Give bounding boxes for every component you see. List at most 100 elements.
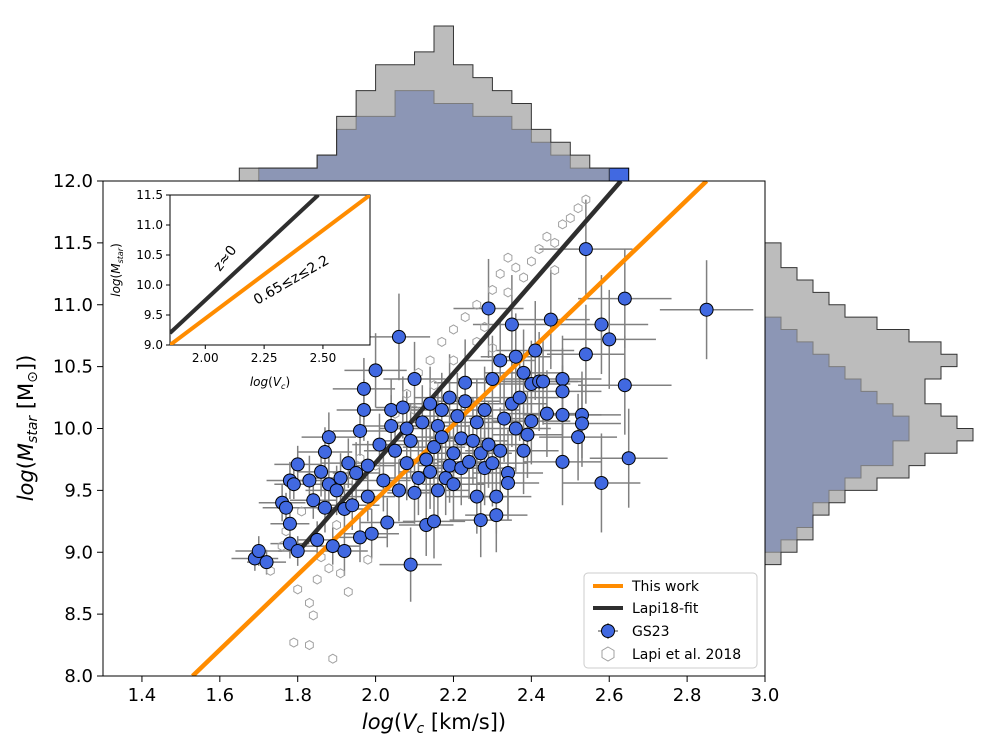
gs23-point xyxy=(360,458,375,473)
y-axis-label: log(Mstar [M⊙]) xyxy=(14,355,41,502)
gs23-point xyxy=(555,372,570,386)
gs23-point xyxy=(317,445,332,460)
x-axis-ticks: 1.4 1.6 1.8 2.0 2.2 2.4 2.6 2.8 3.0 xyxy=(128,676,779,706)
gs23-point xyxy=(516,443,531,458)
gs23-point xyxy=(485,372,500,386)
gs23-point xyxy=(516,365,531,380)
top-histogram xyxy=(180,25,707,182)
gs23-point xyxy=(395,400,410,415)
gs23-point xyxy=(497,411,512,426)
gs23-point xyxy=(356,381,371,396)
gs23-point xyxy=(465,433,480,448)
lapi2018-point xyxy=(503,287,513,298)
lapi2018-point xyxy=(527,256,536,267)
gs23-point xyxy=(485,456,500,471)
inset-line-z0 xyxy=(170,195,320,335)
gs23-point xyxy=(376,473,391,488)
gs23-point xyxy=(500,475,515,490)
gs23-point xyxy=(415,415,430,430)
inset-x-tick-label: 2.00 xyxy=(192,351,219,365)
lapi2018-point xyxy=(511,262,521,273)
inset-x-tick-label: 2.50 xyxy=(310,351,337,365)
gs23-point xyxy=(473,513,488,528)
lapi2018-point xyxy=(550,265,560,276)
x-tick-label: 1.4 xyxy=(128,685,157,706)
gs23-point xyxy=(571,430,586,445)
lapi2018-point xyxy=(550,237,560,248)
gs23-point xyxy=(407,372,422,386)
gs23-point xyxy=(372,437,387,452)
gs23-point xyxy=(434,430,449,445)
lapi2018-point xyxy=(336,568,345,579)
lapi2018-point xyxy=(534,244,544,255)
inset-y-tick-label: 10.5 xyxy=(136,248,163,262)
gs23-point xyxy=(594,317,609,332)
gs23-point xyxy=(353,423,368,438)
gs23-points xyxy=(247,242,714,572)
lapi2018-point xyxy=(425,355,435,366)
lapi2018-point xyxy=(460,312,470,323)
gs23-point xyxy=(528,343,543,358)
gs23-point xyxy=(489,489,504,504)
x-tick-label: 1.8 xyxy=(283,685,312,706)
gs23-point xyxy=(314,464,329,479)
gs23-point xyxy=(493,443,508,458)
gs23-point xyxy=(442,458,457,473)
gs23-point xyxy=(458,375,473,390)
lapi2018-point xyxy=(488,284,497,295)
gs23-point xyxy=(329,483,344,498)
lapi2018-point xyxy=(343,586,353,597)
lapi2018-point xyxy=(328,653,338,664)
lapi2018-point xyxy=(565,213,575,224)
gs23-point xyxy=(317,500,332,515)
gs23-point xyxy=(380,515,395,530)
legend-lapi2018: Lapi et al. 2018 xyxy=(632,647,741,663)
this-work-line xyxy=(191,181,709,676)
lapi2018-point xyxy=(480,321,489,333)
inset-plot: 2.00 2.25 2.509.09.510.010.511.011.5 z≈0 0… xyxy=(109,188,371,391)
x-tick-label: 2.0 xyxy=(361,685,390,706)
gs23-point xyxy=(360,489,375,504)
gs23-point xyxy=(454,431,469,446)
gs23-point xyxy=(578,242,593,257)
gs23-point xyxy=(594,475,609,490)
gs23-point xyxy=(427,514,441,529)
lapi2018-point xyxy=(503,252,513,263)
lapi2018-point xyxy=(305,640,314,651)
gs23-point xyxy=(302,473,317,488)
gs23-point xyxy=(469,415,484,430)
gs23-point xyxy=(419,452,434,467)
gs23-point xyxy=(290,457,305,472)
lapi2018-point xyxy=(495,268,505,279)
lapi2018-point xyxy=(289,637,299,648)
gs23-point xyxy=(481,437,496,452)
top-hist-lapi xyxy=(180,25,707,182)
gs23-point xyxy=(508,421,523,436)
y-tick-label: 10.5 xyxy=(53,357,93,378)
gs23-point xyxy=(384,402,399,417)
fit-lines xyxy=(191,181,709,676)
lapi2018-point xyxy=(519,272,528,283)
gs23-point xyxy=(481,301,496,316)
gs23-point xyxy=(391,329,406,344)
gs23-point xyxy=(602,332,617,347)
inset-y-tick-label: 9.5 xyxy=(144,308,163,322)
lapi2018-point xyxy=(573,203,583,214)
gs23-point xyxy=(512,390,527,405)
gs23-point xyxy=(462,454,477,469)
gs23-point xyxy=(469,489,484,504)
gs23-point xyxy=(617,378,632,393)
x-tick-label: 1.6 xyxy=(206,685,235,706)
lapi2018-point xyxy=(542,231,552,242)
gs23-point xyxy=(290,544,305,559)
y-axis-ticks: 8.0 8.5 9.0 9.5 10.0 10.5 11.0 11.5 12.0 xyxy=(53,171,103,687)
lapi2018-point xyxy=(410,404,419,415)
gs23-point xyxy=(321,430,336,445)
gs23-point xyxy=(411,471,426,485)
gs23-point xyxy=(403,433,418,448)
gs23-point xyxy=(504,317,519,332)
gs23-point xyxy=(286,477,301,492)
gs23-point xyxy=(399,456,414,471)
gs23-point xyxy=(446,446,461,461)
